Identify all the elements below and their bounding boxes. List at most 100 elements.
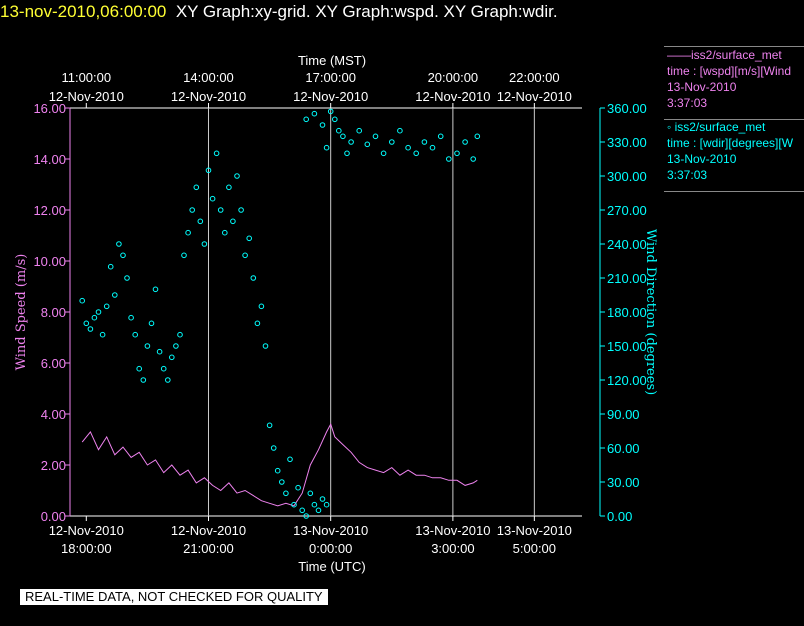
wdir-point-23 [173, 343, 179, 349]
top-tick-time-3: 20:00:00 [428, 70, 479, 85]
wdir-point-17 [148, 320, 155, 327]
bottom-tick-time-2: 0:00:00 [309, 541, 352, 556]
wdir-point-13 [132, 331, 138, 338]
top-tick-date-1: 12-Nov-2010 [171, 89, 246, 104]
wdir-point-64 [323, 144, 330, 151]
bottom-tick-time-3: 3:00:00 [431, 541, 474, 556]
left-tick-label-2: 4.00 [41, 407, 66, 422]
top-tick-date-4: 12-Nov-2010 [497, 89, 572, 104]
wdir-point-79 [421, 139, 428, 145]
wdir-point-11 [124, 275, 130, 281]
wdir-point-18 [152, 286, 159, 293]
wdir-point-50 [283, 490, 289, 497]
wdir-point-10 [120, 252, 126, 259]
wdir-point-6 [103, 303, 110, 310]
left-tick-label-3: 6.00 [41, 356, 66, 371]
legend-wdir-time: 3:37:03 [667, 168, 708, 182]
bottom-axis-label: Time (UTC) [298, 559, 365, 574]
wdir-point-80 [429, 144, 436, 151]
right-tick-label-3: 90.00 [607, 407, 640, 422]
wdir-point-15 [140, 377, 147, 383]
legend-wspd-time: 3:37:03 [667, 96, 708, 110]
legend-wdir-source: ◦ iss2/surface_met [667, 120, 766, 134]
bottom-tick-date-3: 13-Nov-2010 [415, 523, 490, 538]
wdir-point-62 [311, 110, 318, 117]
wdir-point-55 [303, 513, 310, 519]
wdir-point-27 [189, 207, 195, 213]
wdir-point-30 [201, 241, 208, 247]
top-tick-time-2: 17:00:00 [305, 70, 356, 85]
wdir-point-63 [319, 122, 326, 128]
wdir-point-65 [327, 108, 334, 115]
right-tick-label-12: 360.00 [607, 101, 647, 116]
wdir-point-0 [79, 297, 85, 304]
legend-wspd-source: ——iss2/surface_met [667, 48, 782, 62]
wdir-point-40 [242, 252, 248, 259]
wdir-point-70 [348, 139, 354, 145]
right-axis-label: Wind Direction (degrees) [643, 229, 658, 395]
bottom-tick-date-4: 13-Nov-2010 [497, 523, 572, 538]
wdir-point-19 [156, 348, 163, 355]
left-axis-label: Wind Speed (m/s) [14, 254, 29, 371]
wdir-point-54 [299, 507, 306, 514]
wdir-point-72 [364, 141, 371, 148]
wdir-point-42 [250, 275, 257, 281]
wdir-point-45 [262, 343, 269, 349]
wdir-point-25 [181, 252, 187, 259]
wdir-point-8 [112, 292, 118, 298]
wdir-point-24 [177, 331, 183, 338]
wdir-point-56 [307, 490, 314, 497]
wdir-point-33 [213, 150, 220, 157]
wdir-point-60 [323, 501, 330, 508]
wdir-point-52 [291, 501, 297, 508]
top-tick-time-4: 22:00:00 [509, 70, 560, 85]
wdir-point-57 [311, 501, 318, 508]
left-tick-label-5: 10.00 [33, 254, 66, 269]
title-date: 13-nov-2010,06:00:00 [0, 2, 167, 21]
right-tick-label-0: 0.00 [607, 509, 632, 524]
wdir-point-28 [193, 184, 200, 191]
wdir-point-3 [91, 314, 98, 321]
top-tick-date-2: 12-Nov-2010 [293, 89, 368, 104]
wdir-point-58 [315, 507, 322, 514]
legend-wspd: ——iss2/surface_met time : [wspd][m/s][Wi… [664, 46, 804, 120]
wdir-point-20 [160, 365, 167, 372]
wdir-point-67 [336, 127, 342, 134]
legend-wdir-date: 13-Nov-2010 [667, 152, 737, 166]
left-tick-label-6: 12.00 [33, 203, 66, 218]
title-graph-list: XY Graph:xy-grid. XY Graph:wspd. XY Grap… [175, 2, 558, 21]
bottom-tick-time-4: 5:00:00 [513, 541, 556, 556]
wdir-point-51 [287, 456, 293, 463]
wdir-point-26 [185, 229, 191, 236]
wdir-point-36 [226, 184, 232, 191]
wdir-point-73 [372, 133, 379, 140]
wdir-point-77 [405, 144, 411, 151]
wdir-point-2 [87, 326, 94, 332]
legend-wspd-variable: time : [wspd][m/s][Wind [667, 64, 792, 78]
top-axis-label: Time (MST) [298, 53, 366, 68]
wdir-point-69 [344, 150, 350, 157]
right-tick-label-1: 30.00 [607, 475, 640, 490]
right-tick-label-7: 210.00 [607, 271, 647, 286]
right-tick-label-4: 120.00 [607, 373, 647, 388]
wdir-point-5 [99, 331, 106, 338]
wdir-point-59 [319, 496, 326, 502]
wdir-point-38 [234, 173, 240, 179]
left-tick-label-8: 16.00 [33, 101, 66, 116]
wdir-point-37 [230, 218, 236, 225]
wdir-point-39 [238, 207, 244, 213]
bottom-tick-date-2: 13-Nov-2010 [293, 523, 368, 538]
wdir-point-75 [389, 139, 395, 145]
wdir-point-81 [437, 133, 444, 140]
top-tick-date-3: 12-Nov-2010 [415, 89, 490, 104]
wdir-point-76 [397, 127, 403, 134]
graph-title: 13-nov-2010,06:00:00 XY Graph:xy-grid. X… [0, 2, 558, 22]
wdir-point-29 [197, 218, 204, 225]
wdir-point-86 [474, 133, 481, 140]
wdir-point-16 [144, 343, 151, 349]
quality-disclaimer: REAL-TIME DATA, NOT CHECKED FOR QUALITY [20, 589, 328, 605]
wdir-point-32 [209, 195, 216, 202]
wdir-point-71 [356, 127, 363, 134]
top-tick-time-1: 14:00:00 [183, 70, 234, 85]
wdir-point-22 [169, 354, 175, 361]
